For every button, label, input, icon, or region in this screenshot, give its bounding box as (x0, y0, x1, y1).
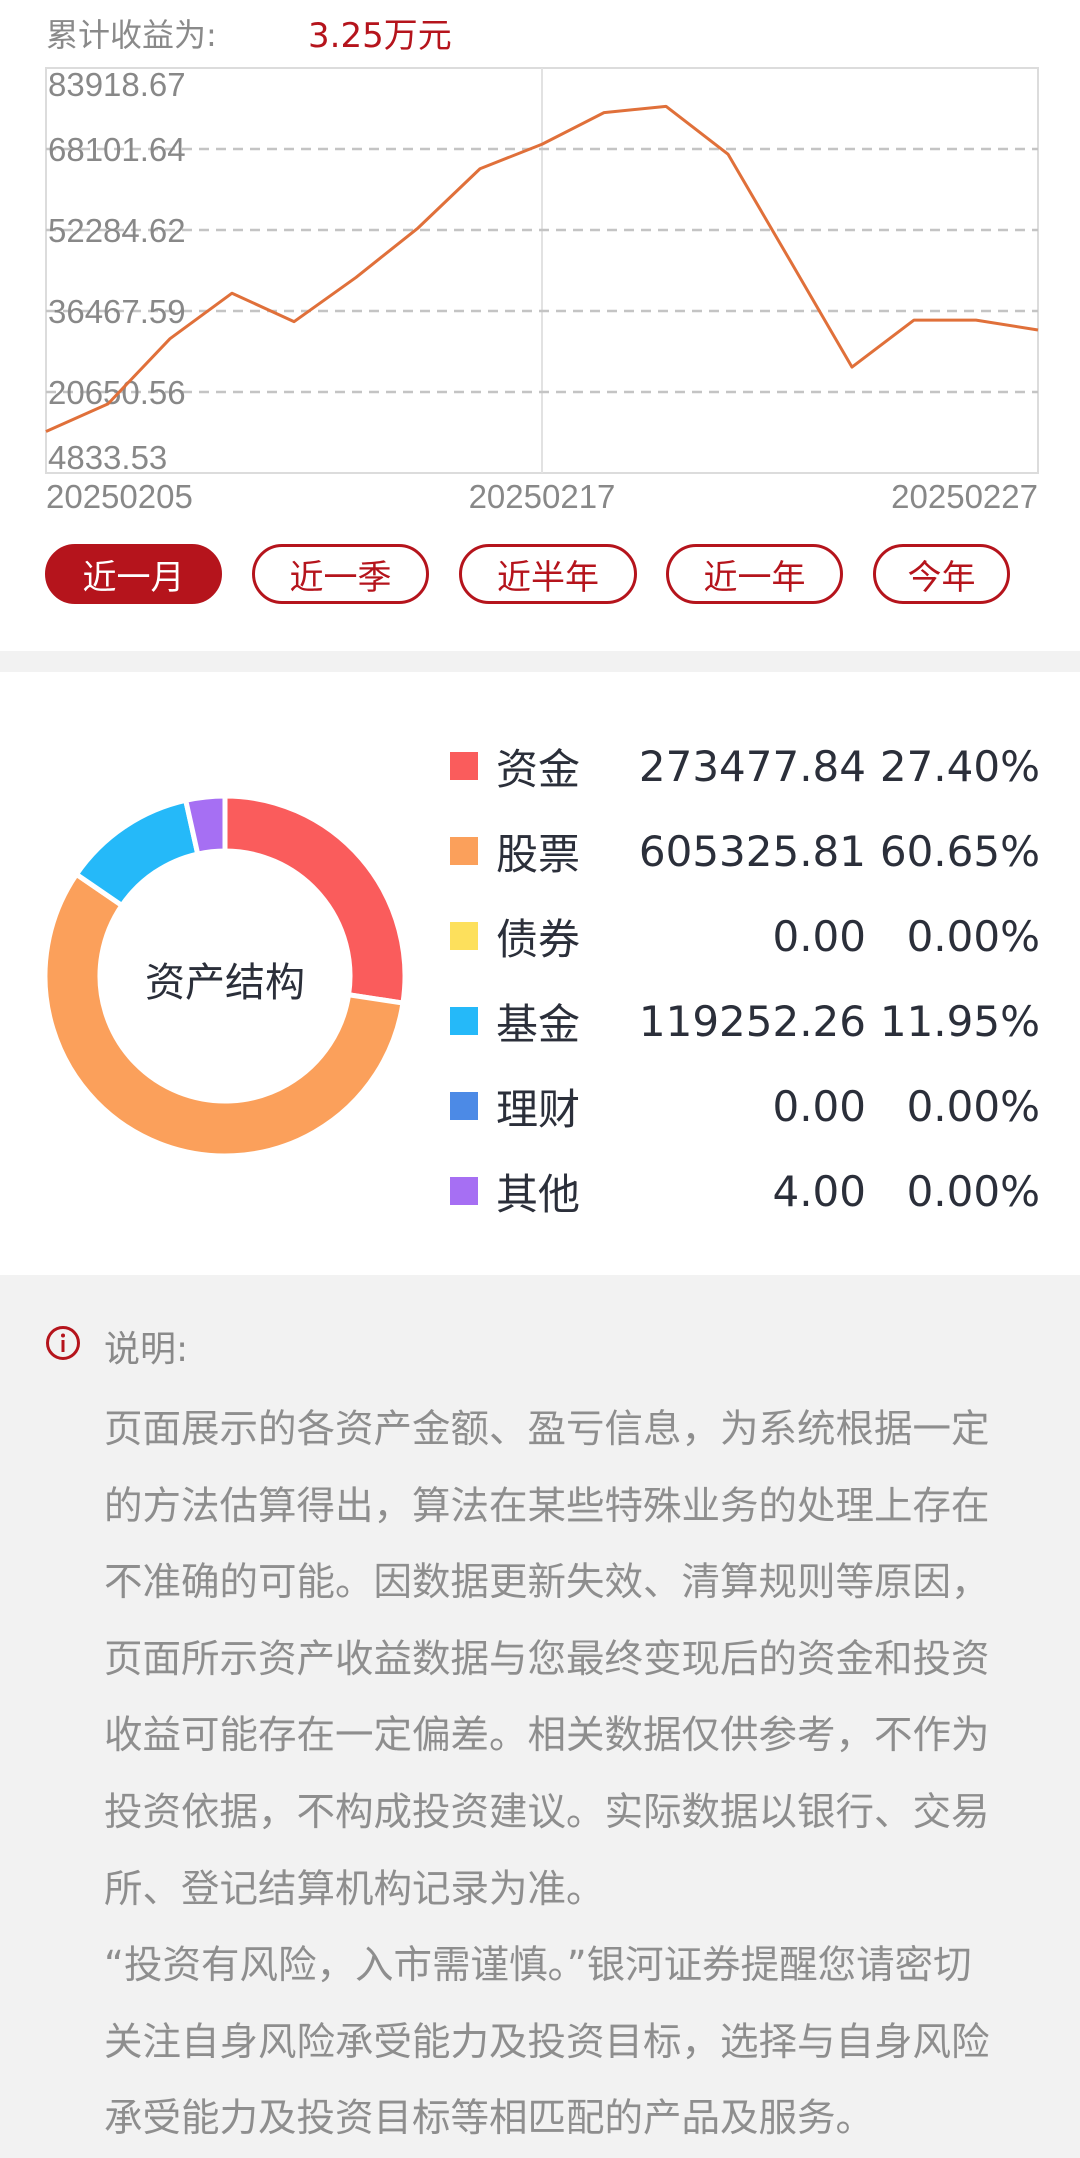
donut-center-label: 资产结构 (100, 950, 350, 1008)
donut-slice (76, 800, 197, 905)
note-line: 收益可能存在一定偏差。相关数据仅供参考，不作为 (104, 1698, 1004, 1775)
asset-percent: 11.95% (866, 997, 1040, 1046)
asset-name: 理财 (496, 1076, 616, 1137)
legend-color-swatch (450, 1007, 478, 1035)
legend-color-swatch (450, 752, 478, 780)
asset-amount: 119252.26 (616, 997, 866, 1046)
legend-row: 股票 605325.81 60.65% (450, 821, 1040, 881)
legend-color-swatch (450, 837, 478, 865)
asset-amount: 0.00 (616, 1082, 866, 1131)
y-tick-label: 83918.67 (48, 66, 186, 103)
note-line: 关注自身风险承受能力及投资目标，选择与自身风险 (104, 2005, 1004, 2082)
y-tick-label: 68101.64 (48, 131, 186, 168)
asset-amount: 4.00 (616, 1167, 866, 1216)
asset-name: 其他 (496, 1161, 616, 1222)
note-line: 投资依据，不构成投资建议。实际数据以银行、交易 (104, 1775, 1004, 1852)
asset-name: 资金 (496, 736, 616, 797)
note-line: 页面所示资产收益数据与您最终变现后的资金和投资 (104, 1622, 1004, 1699)
asset-amount: 0.00 (616, 912, 866, 961)
note-line: 页面展示的各资产金额、盈亏信息，为系统根据一定 (104, 1392, 1004, 1469)
legend-row: 理财 0.00 0.00% (450, 1076, 1040, 1136)
note-line: 承受能力及投资目标等相匹配的产品及服务。 (104, 2081, 1004, 2158)
y-tick-label: 52284.62 (48, 212, 186, 249)
period-button-half-year[interactable]: 近半年 (459, 544, 637, 604)
legend-color-swatch (450, 1177, 478, 1205)
asset-name: 股票 (496, 821, 616, 882)
x-tick-label: 20250205 (46, 478, 193, 515)
note-line: 不准确的可能。因数据更新失效、清算规则等原因， (104, 1545, 1004, 1622)
note-line: 的方法估算得出，算法在某些特殊业务的处理上存在 (104, 1469, 1004, 1546)
x-tick-label: 20250217 (469, 478, 616, 515)
legend-row: 基金 119252.26 11.95% (450, 991, 1040, 1051)
asset-percent: 0.00% (866, 912, 1040, 961)
asset-percent: 27.40% (866, 742, 1040, 791)
x-tick-label: 20250227 (891, 478, 1038, 515)
y-tick-label: 4833.53 (48, 439, 167, 476)
legend-row: 其他 4.00 0.00% (450, 1161, 1040, 1221)
profit-line-chart[interactable]: 83918.6768101.6452284.6236467.5920650.56… (0, 0, 1080, 540)
asset-amount: 605325.81 (616, 827, 866, 876)
legend-row: 债券 0.00 0.00% (450, 906, 1040, 966)
asset-amount: 273477.84 (616, 742, 866, 791)
asset-name: 债券 (496, 906, 616, 967)
period-button-1y[interactable]: 近一年 (666, 544, 843, 604)
legend-color-swatch (450, 1092, 478, 1120)
period-button-1m[interactable]: 近一月 (45, 544, 222, 604)
asset-percent: 0.00% (866, 1082, 1040, 1131)
legend-row: 资金 273477.84 27.40% (450, 736, 1040, 796)
note-line: “投资有风险，入市需谨慎。”银河证券提醒您请密切 (104, 1928, 1004, 2005)
asset-percent: 0.00% (866, 1167, 1040, 1216)
note-text: 页面展示的各资产金额、盈亏信息，为系统根据一定的方法估算得出，算法在某些特殊业务… (104, 1392, 1004, 2158)
asset-percent: 60.65% (866, 827, 1040, 876)
legend-color-swatch (450, 922, 478, 950)
note-title: 说明: (104, 1320, 188, 1372)
note-line: 所、登记结算机构记录为准。 (104, 1852, 1004, 1929)
asset-name: 基金 (496, 991, 616, 1052)
period-button-quarter[interactable]: 近一季 (252, 544, 429, 604)
y-tick-label: 36467.59 (48, 293, 186, 330)
info-circle-icon (45, 1325, 81, 1361)
period-button-ytd[interactable]: 今年 (873, 544, 1010, 604)
